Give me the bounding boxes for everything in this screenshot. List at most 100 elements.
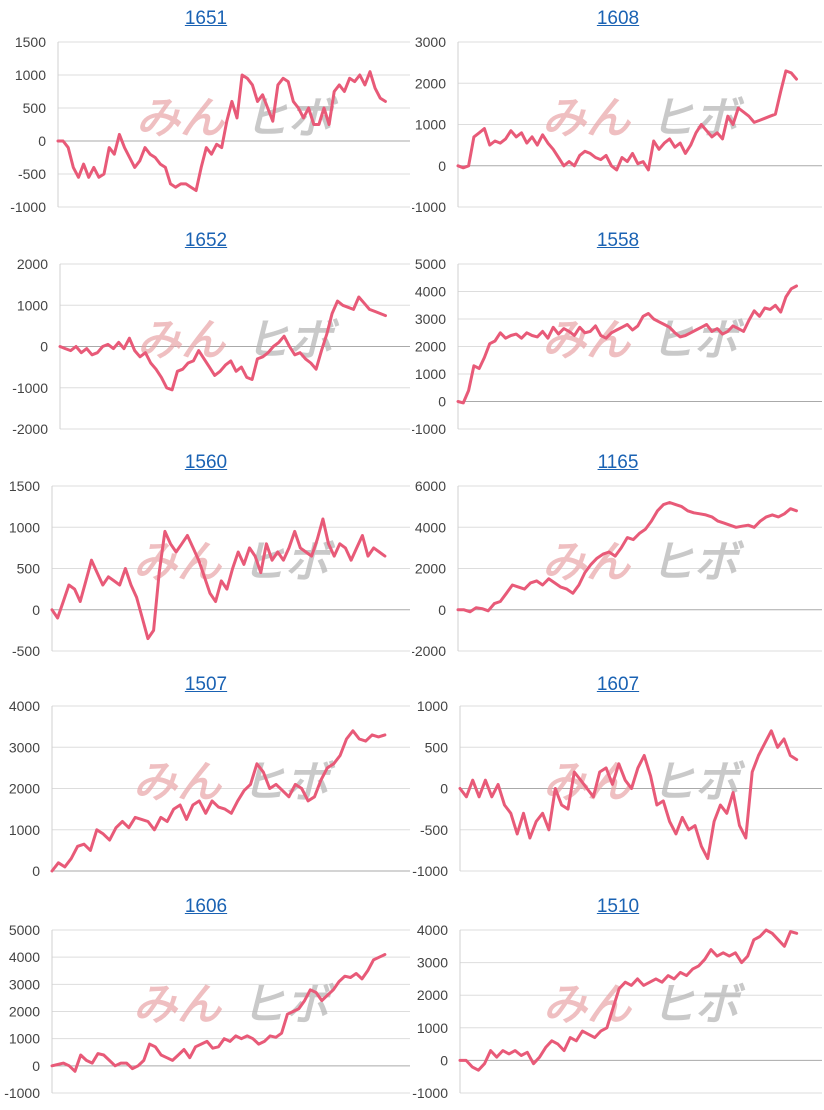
y-tick-label: 0 (438, 394, 446, 410)
y-tick-label: 2000 (415, 75, 446, 91)
y-tick-label: 0 (32, 602, 40, 618)
y-tick-label: 1500 (9, 478, 40, 494)
watermark-logo-part1: みん (137, 315, 227, 366)
watermark-logo-part1: みん (133, 757, 223, 808)
y-tick-label: -1000 (412, 863, 448, 879)
chart-title-link[interactable]: 1607 (596, 674, 640, 695)
y-tick-label: -1000 (12, 380, 48, 396)
y-tick-label: 1000 (415, 366, 446, 382)
y-tick-label: -500 (18, 166, 46, 182)
chart-panel: 1510 4000 3000 2000 1000 0 -1000 みん ヒボ (412, 888, 824, 1110)
y-tick-label: 6000 (415, 478, 446, 494)
series-line (50, 517, 387, 641)
line-chart: 1500 1000 500 0 -500 -1000 みん ヒボ (10, 34, 410, 215)
y-tick-label: 1000 (9, 519, 40, 535)
y-tick-label: 1000 (9, 822, 40, 838)
chart-panel: 1652 2000 1000 0 -1000 -2000 みん ヒボ (0, 222, 412, 444)
series-line (458, 729, 799, 861)
y-tick-label: 500 (17, 561, 41, 577)
y-tick-label: -2000 (12, 421, 48, 437)
y-tick-label: 1000 (417, 698, 448, 714)
line-chart: 6000 4000 2000 0 -2000 みん ヒボ (412, 478, 822, 659)
watermark-logo-part1: みん (133, 537, 223, 588)
series-line (456, 69, 798, 172)
chart-panel: 1608 3000 2000 1000 0 -1000 みん ヒボ (412, 0, 824, 222)
chart-panel: 1560 1500 1000 500 0 -500 みん ヒボ (0, 444, 412, 666)
series-line (56, 70, 387, 192)
watermark-logo-part2: ヒボ (244, 93, 339, 144)
y-tick-label: 500 (23, 100, 47, 116)
y-tick-label: 1500 (15, 34, 46, 50)
chart-panel: 1651 1500 1000 500 0 -500 -1000 みん ヒボ (0, 0, 412, 222)
y-tick-label: 3000 (9, 739, 40, 755)
y-tick-label: 5000 (415, 256, 446, 272)
series-line (458, 928, 799, 1072)
y-tick-label: 0 (38, 133, 46, 149)
y-tick-label: -1000 (10, 199, 46, 215)
watermark-logo-part2: ヒボ (651, 980, 746, 1031)
y-tick-label: 0 (32, 863, 40, 879)
y-tick-label: -500 (12, 643, 40, 659)
y-tick-label: 3000 (9, 976, 40, 992)
y-tick-label: 4000 (415, 519, 446, 535)
y-tick-label: 4000 (9, 698, 40, 714)
y-tick-label: -2000 (412, 643, 446, 659)
y-tick-label: -1000 (4, 1085, 40, 1101)
chart-panel: 1606 5000 4000 3000 2000 1000 0 -1000 みん ヒボ (0, 888, 412, 1110)
series-line (456, 501, 798, 614)
y-tick-label: 3000 (417, 955, 448, 971)
chart-title-link[interactable]: 1165 (597, 452, 639, 473)
y-tick-label: 1000 (17, 297, 48, 313)
y-tick-label: 0 (440, 781, 448, 797)
y-tick-label: -1000 (412, 199, 446, 215)
chart-title-link[interactable]: 1651 (184, 8, 228, 29)
y-tick-label: -1000 (412, 1085, 448, 1101)
y-tick-label: 3000 (415, 311, 446, 327)
chart-title-link[interactable]: 1652 (184, 230, 228, 251)
y-tick-label: 500 (425, 739, 449, 755)
chart-title-link[interactable]: 1560 (184, 452, 228, 473)
y-tick-label: 1000 (9, 1031, 40, 1047)
y-tick-label: 0 (440, 1052, 448, 1068)
watermark-logo-part2: ヒボ (650, 537, 745, 588)
y-tick-label: 1000 (415, 117, 446, 133)
watermark-logo-part1: みん (133, 980, 223, 1031)
y-tick-label: 1000 (417, 1020, 448, 1036)
y-tick-label: 0 (32, 1058, 40, 1074)
watermark-logo-part2: ヒボ (241, 980, 336, 1031)
y-tick-label: 3000 (415, 34, 446, 50)
y-tick-label: 0 (438, 158, 446, 174)
chart-title-link[interactable]: 1510 (596, 896, 640, 917)
y-tick-label: 4000 (415, 284, 446, 300)
y-tick-label: 5000 (9, 922, 40, 938)
chart-panel: 1558 5000 4000 3000 2000 1000 0 -1000 みん ヒボ (412, 222, 824, 444)
line-chart: 1500 1000 500 0 -500 みん ヒボ (9, 478, 410, 659)
y-tick-label: 2000 (17, 256, 48, 272)
line-chart: 5000 4000 3000 2000 1000 0 -1000 みん ヒボ (412, 256, 822, 437)
y-tick-label: 4000 (417, 922, 448, 938)
chart-panel: 1165 6000 4000 2000 0 -2000 みん ヒボ (412, 444, 824, 666)
y-tick-label: 2000 (417, 987, 448, 1003)
y-tick-label: -500 (420, 822, 448, 838)
watermark-logo-part2: ヒボ (241, 537, 336, 588)
series-line (58, 295, 387, 392)
watermark-logo-part2: ヒボ (650, 315, 745, 366)
y-tick-label: 2000 (9, 1004, 40, 1020)
chart-title-link[interactable]: 1507 (184, 674, 228, 695)
chart-title-link[interactable]: 1558 (596, 230, 640, 251)
y-tick-label: 1000 (15, 67, 46, 83)
chart-title-link[interactable]: 1608 (596, 8, 640, 29)
y-tick-label: 2000 (415, 561, 446, 577)
y-tick-label: -1000 (412, 421, 446, 437)
watermark-logo-part1: みん (136, 93, 226, 144)
y-tick-label: 2000 (415, 339, 446, 355)
chart-title-link[interactable]: 1606 (184, 896, 228, 917)
y-tick-label: 0 (40, 339, 48, 355)
chart-panel: 1507 4000 3000 2000 1000 0 みん ヒボ (0, 666, 412, 888)
watermark-logo-part1: みん (542, 93, 632, 144)
